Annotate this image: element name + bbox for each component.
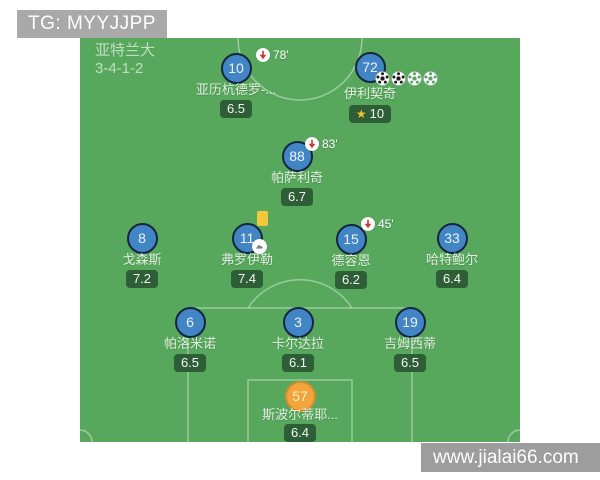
player-number-circle[interactable]: 19 — [394, 306, 426, 338]
player-rating-row: 6.5 — [156, 100, 316, 118]
goals-icons-row — [375, 71, 438, 86]
substitution-off-group: 83' — [305, 137, 338, 151]
soccer-ball-icon — [391, 71, 406, 86]
player-number-circle[interactable]: 15 — [335, 223, 367, 255]
player-number-circle[interactable]: 57 — [284, 380, 316, 412]
player-name: 亚历杭德罗-... — [195, 82, 277, 97]
player-number-circle[interactable]: 3 — [282, 306, 314, 338]
sub-off-minute: 78' — [273, 48, 289, 62]
player-name: 帕洛米诺 — [163, 336, 216, 351]
player-number-circle[interactable]: 8 — [126, 222, 158, 254]
player-rating-row: 6.4 — [372, 270, 532, 288]
player-name: 卡尔达拉 — [271, 336, 324, 351]
player-rating-value: 6.5 — [226, 101, 246, 116]
player-name: 哈特鲍尔 — [425, 252, 478, 267]
player-rating-row: ★ 10 — [290, 105, 450, 123]
player-rating-row: 7.2 — [62, 270, 222, 288]
player-rating-value: 10 — [369, 106, 385, 121]
player-name: 吉姆西蒂 — [383, 336, 436, 351]
player-rating-badge: 6.2 — [334, 271, 368, 289]
player-rating-badge: 6.7 — [280, 188, 314, 206]
player-rating-badge: 6.4 — [283, 424, 317, 442]
sub-off-arrow-icon — [361, 217, 375, 231]
substitution-off-group: 45' — [361, 217, 394, 231]
player-rating-badge: 6.5 — [173, 354, 207, 372]
player-rating-value: 6.2 — [341, 272, 361, 287]
player-number-circle[interactable]: 6 — [174, 306, 206, 338]
player-rating-value: 6.1 — [288, 355, 308, 370]
center-circle-line — [237, 38, 363, 101]
team-name: 亚特兰大 — [95, 42, 156, 59]
player-name: 德容恩 — [331, 253, 371, 268]
player-rating-badge: 6.4 — [435, 270, 469, 288]
player-rating-value: 7.4 — [237, 271, 257, 286]
substitution-off-group: 78' — [256, 48, 289, 62]
player-name: 帕萨利奇 — [270, 170, 323, 185]
player-number-circle[interactable]: 33 — [436, 222, 468, 254]
player-number-circle[interactable]: 10 — [220, 52, 252, 84]
goal-box-line — [247, 379, 353, 442]
player-rating-row: 6.7 — [217, 188, 377, 206]
soccer-ball-icon — [407, 71, 422, 86]
player-rating-value: 6.7 — [287, 189, 307, 204]
player-rating-value: 6.5 — [400, 355, 420, 370]
sub-off-arrow-icon — [256, 48, 270, 62]
player-rating-value: 6.5 — [180, 355, 200, 370]
soccer-ball-icon — [423, 71, 438, 86]
player-rating-row: 7.4 — [167, 270, 327, 288]
player-rating-badge: 7.4 — [230, 270, 264, 288]
player-rating-row: 6.5 — [330, 354, 490, 372]
player-rating-badge: 7.2 — [125, 270, 159, 288]
sub-off-arrow-icon — [305, 137, 319, 151]
player-rating-badge: 6.5 — [393, 354, 427, 372]
tg-watermark-badge: TG: MYYJJPP — [17, 10, 167, 38]
player-name: 伊利契奇 — [343, 86, 396, 101]
player-rating-badge: 6.5 — [219, 100, 253, 118]
assist-boot-icon — [252, 239, 267, 254]
corner-arc-right — [507, 429, 520, 442]
player-rating-badge: 6.1 — [281, 354, 315, 372]
sub-off-minute: 45' — [378, 217, 394, 231]
pitch: 亚特兰大 3-4-1-2 10 亚历杭德罗-... 6.5 78' 72 伊利契奇 ★ 10… — [80, 38, 520, 442]
player-rating-value: 6.4 — [290, 425, 310, 440]
player-rating-row: 6.4 — [220, 424, 380, 442]
player-name: 戈森斯 — [122, 252, 162, 267]
soccer-ball-icon — [375, 71, 390, 86]
penalty-arc-line — [247, 279, 353, 309]
site-watermark: www.jialai66.com — [421, 443, 600, 472]
player-rating-value: 6.4 — [442, 271, 462, 286]
team-info: 亚特兰大 3-4-1-2 — [95, 42, 155, 78]
star-icon: ★ — [355, 107, 367, 121]
player-name: 弗罗伊勒 — [220, 252, 273, 267]
sub-off-minute: 83' — [322, 137, 338, 151]
player-rating-row: 6.1 — [218, 354, 378, 372]
player-rating-row: 6.5 — [110, 354, 270, 372]
team-formation: 3-4-1-2 — [95, 60, 144, 77]
corner-arc-left — [80, 429, 93, 442]
yellow-card-icon — [257, 211, 268, 226]
player-rating-row: 6.2 — [271, 271, 431, 289]
player-rating-badge: ★ 10 — [348, 105, 392, 123]
player-rating-value: 7.2 — [132, 271, 152, 286]
player-name: 斯波尔蒂耶... — [262, 407, 338, 422]
